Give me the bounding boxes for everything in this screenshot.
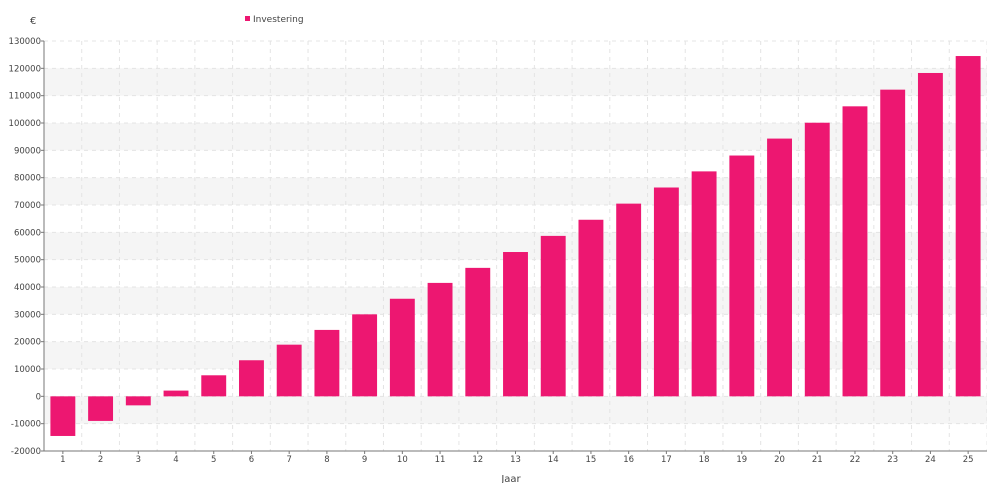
bar-13 xyxy=(503,252,528,396)
bar-14 xyxy=(541,236,566,396)
y-tick-label: 0 xyxy=(36,392,41,402)
y-tick-label: 110000 xyxy=(9,92,41,102)
bar-21 xyxy=(805,123,830,397)
x-tick-label: 9 xyxy=(362,455,367,465)
legend-swatch xyxy=(245,16,250,21)
x-tick-label: 16 xyxy=(623,455,634,465)
y-tick-label: 130000 xyxy=(9,37,41,47)
x-tick-label: 20 xyxy=(774,455,785,465)
bar-23 xyxy=(880,90,905,397)
x-tick-label: 14 xyxy=(548,455,559,465)
x-tick-label: 7 xyxy=(286,455,291,465)
y-tick-label: 100000 xyxy=(9,119,41,129)
bar-4 xyxy=(164,391,189,397)
y-tick-label: -20000 xyxy=(11,447,41,457)
bar-6 xyxy=(239,360,264,396)
y-tick-labels: -20000 -10000 0 10000 20000 30000 40000 50000 60… xyxy=(9,37,41,457)
bar-3 xyxy=(126,396,151,405)
y-tick-label: 70000 xyxy=(14,201,41,211)
bar-1 xyxy=(50,396,75,436)
x-tick-label: 5 xyxy=(211,455,216,465)
x-tick-label: 4 xyxy=(173,455,178,465)
grid-band xyxy=(44,68,987,95)
bar-12 xyxy=(465,268,490,396)
y-tick-label: -10000 xyxy=(11,420,41,430)
x-tick-label: 10 xyxy=(397,455,408,465)
x-tick-label: 2 xyxy=(98,455,103,465)
bar-19 xyxy=(729,156,754,397)
x-tick-label: 19 xyxy=(736,455,747,465)
x-tick-label: 25 xyxy=(963,455,974,465)
bar-8 xyxy=(314,330,339,396)
x-tick-label: 15 xyxy=(586,455,597,465)
x-tick-label: 22 xyxy=(850,455,861,465)
y-tick-label: 30000 xyxy=(14,310,41,320)
bar-20 xyxy=(767,139,792,397)
x-tick-label: 3 xyxy=(136,455,141,465)
bar-2 xyxy=(88,396,113,421)
x-tick-label: 11 xyxy=(435,455,446,465)
x-tick-labels: 1 2 3 4 5 6 7 8 9 10 11 12 13 14 15 16 17 18 19 20 21 22 23 24 2… xyxy=(60,455,973,465)
legend: Investering xyxy=(245,15,304,25)
y-tick-label: 50000 xyxy=(14,256,41,266)
bar-10 xyxy=(390,299,415,397)
x-tick-label: 17 xyxy=(661,455,672,465)
x-tick-label: 21 xyxy=(812,455,823,465)
x-tick-label: 12 xyxy=(472,455,483,465)
x-tick-label: 13 xyxy=(510,455,521,465)
bar-9 xyxy=(352,314,377,396)
y-tick-label: 10000 xyxy=(14,365,41,375)
bar-22 xyxy=(843,106,868,396)
bar-18 xyxy=(692,171,717,396)
bar-24 xyxy=(918,73,943,396)
legend-label: Investering xyxy=(253,15,304,25)
y-tick-label: 40000 xyxy=(14,283,41,293)
bar-16 xyxy=(616,204,641,397)
y-tick-label: 120000 xyxy=(9,64,41,74)
y-tick-label: 60000 xyxy=(14,228,41,238)
y-tick-label: 90000 xyxy=(14,146,41,156)
bar-11 xyxy=(428,283,453,396)
x-tick-label: 24 xyxy=(925,455,936,465)
y-tick-label: 20000 xyxy=(14,338,41,348)
grid-band xyxy=(44,396,987,423)
x-tick-label: 6 xyxy=(249,455,254,465)
bar-25 xyxy=(956,56,981,396)
bar-7 xyxy=(277,345,302,397)
x-tick-label: 1 xyxy=(60,455,65,465)
bar-17 xyxy=(654,188,679,397)
y-axis-title: € xyxy=(30,16,36,27)
bar-5 xyxy=(201,375,226,396)
x-tick-label: 8 xyxy=(324,455,329,465)
bar-15 xyxy=(578,220,603,397)
y-tick-label: 80000 xyxy=(14,174,41,184)
x-tick-label: 18 xyxy=(699,455,710,465)
x-tick-label: 23 xyxy=(887,455,898,465)
x-axis-title: Jaar xyxy=(500,474,521,483)
